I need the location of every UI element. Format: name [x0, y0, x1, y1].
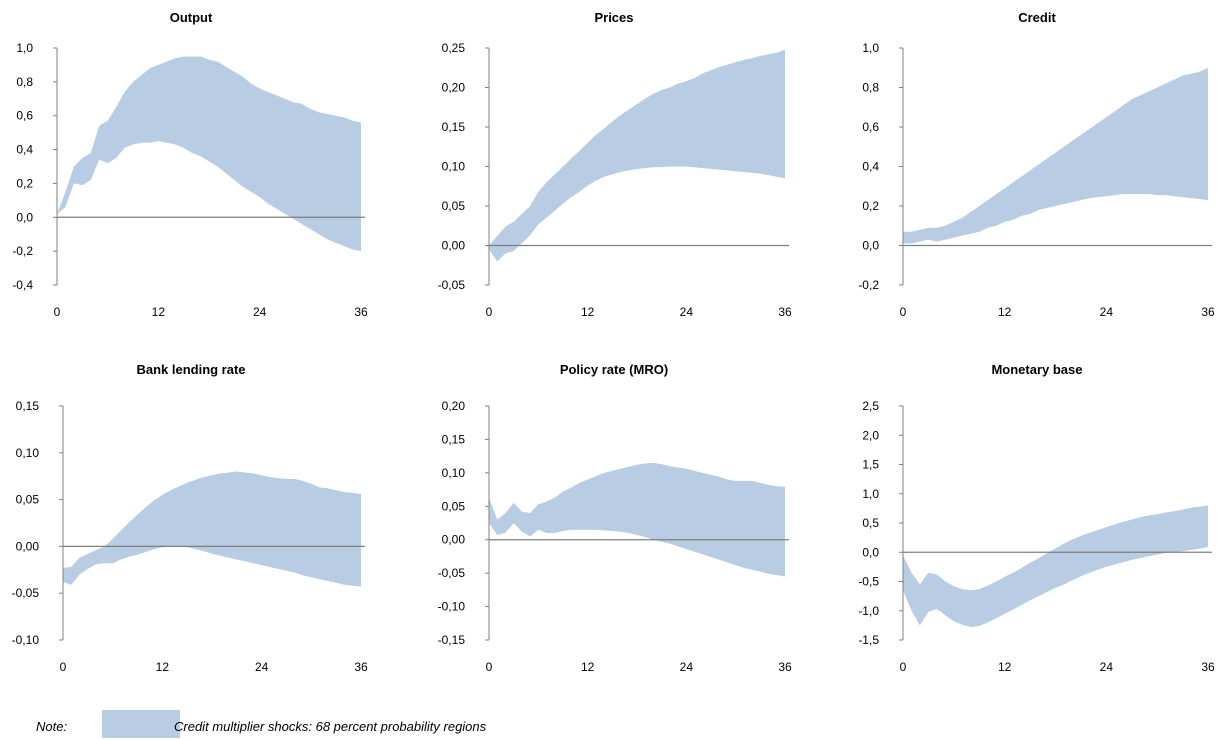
- x-tick-label: 24: [253, 305, 267, 319]
- y-tick-label: 0,15: [16, 399, 40, 413]
- x-tick-label: 36: [354, 660, 368, 674]
- chart-panel: Prices 0,25 0,20 0,15 0,10 0,05 0,00 -0,05 0 12 24…: [438, 10, 792, 319]
- y-tick-label: 0,15: [442, 432, 466, 446]
- y-tick-label: 0,4: [16, 143, 33, 157]
- x-tick-label: 24: [1100, 305, 1114, 319]
- y-tick-label: 0,4: [862, 160, 879, 174]
- y-tick-label: 0,0: [862, 239, 879, 253]
- y-tick-label: 0,05: [16, 493, 40, 507]
- y-tick-label: 1,0: [16, 41, 33, 55]
- note: Note: Credit multiplier shocks: 68 perce…: [30, 710, 730, 740]
- y-tick-label: -0,10: [12, 633, 40, 647]
- chart-title: Policy rate (MRO): [560, 362, 668, 377]
- legend-swatch: [102, 710, 180, 738]
- chart-panel: Output 1,0 0,8 0,6 0,4 0,2 0,0 -0,2 -0,4 0 12 24 36: [12, 10, 368, 319]
- y-tick-label: 0,00: [442, 239, 466, 253]
- chart-title: Credit: [1018, 10, 1056, 25]
- x-tick-label: 0: [900, 660, 907, 674]
- y-tick-label: -1,5: [858, 633, 879, 647]
- y-tick-label: 0,10: [442, 160, 466, 174]
- y-tick-label: 0,10: [442, 466, 466, 480]
- y-tick-label: -1,0: [858, 604, 879, 618]
- y-tick-label: -0,15: [438, 633, 466, 647]
- x-tick-label: 0: [900, 305, 907, 319]
- probability-band: [57, 56, 361, 252]
- y-tick-label: 0,5: [862, 516, 879, 530]
- chart-title: Prices: [594, 10, 633, 25]
- x-tick-label: 12: [998, 660, 1012, 674]
- y-tick-label: -0,4: [12, 278, 33, 292]
- chart-panel: Bank lending rate 0,15 0,10 0,05 0,00 -0,05 -0…: [12, 362, 368, 674]
- x-tick-label: 0: [54, 305, 61, 319]
- y-tick-label: 1,0: [862, 41, 879, 55]
- x-tick-label: 24: [255, 660, 269, 674]
- y-tick-label: -0,10: [438, 600, 466, 614]
- y-tick-label: 0,6: [16, 109, 33, 123]
- x-tick-label: 36: [778, 660, 792, 674]
- chart-title: Output: [170, 10, 213, 25]
- x-tick-label: 12: [581, 660, 595, 674]
- chart-panel: Policy rate (MRO) 0,20 0,15 0,10 0,05 0,00 -0,…: [438, 362, 792, 674]
- probability-band: [903, 67, 1208, 244]
- y-tick-label: 0,00: [442, 533, 466, 547]
- x-tick-label: 36: [778, 305, 792, 319]
- x-tick-label: 12: [581, 305, 595, 319]
- y-tick-label: 0,20: [442, 81, 466, 95]
- chart-panel: Credit 1,0 0,8 0,6 0,4 0,2 0,0 -0,2 0 12 24 36: [858, 10, 1215, 319]
- y-tick-label: 0,05: [442, 499, 466, 513]
- y-tick-label: -0,05: [12, 586, 40, 600]
- y-tick-label: 0,8: [16, 75, 33, 89]
- y-tick-label: 0,0: [862, 545, 879, 559]
- x-tick-label: 24: [680, 660, 694, 674]
- y-tick-label: -0,05: [438, 566, 466, 580]
- y-tick-label: 2,5: [862, 399, 879, 413]
- y-tick-label: 0,6: [862, 120, 879, 134]
- y-tick-label: 0,15: [442, 120, 466, 134]
- probability-band: [489, 49, 785, 262]
- y-tick-label: 0,10: [16, 446, 40, 460]
- probability-band: [489, 462, 785, 577]
- probability-band: [63, 471, 361, 587]
- y-tick-label: -0,5: [858, 575, 879, 589]
- y-tick-label: 1,0: [862, 487, 879, 501]
- y-tick-label: 1,5: [862, 458, 879, 472]
- chart-title: Monetary base: [991, 362, 1082, 377]
- y-tick-label: 0,0: [16, 210, 33, 224]
- y-tick-label: 0,00: [16, 539, 40, 553]
- x-tick-label: 36: [1201, 305, 1215, 319]
- chart-panel: Monetary base 2,5 2,0 1,5 1,0 0,5 0,0 -0,5 -1,0 -…: [858, 362, 1215, 674]
- x-tick-label: 36: [354, 305, 368, 319]
- note-text: Credit multiplier shocks: 68 percent pro…: [174, 719, 487, 734]
- y-tick-label: -0,05: [438, 278, 466, 292]
- x-tick-label: 36: [1201, 660, 1215, 674]
- x-tick-label: 24: [1100, 660, 1114, 674]
- x-tick-label: 0: [486, 305, 493, 319]
- x-tick-label: 0: [486, 660, 493, 674]
- y-tick-label: -0,2: [12, 244, 33, 258]
- x-tick-label: 12: [998, 305, 1012, 319]
- y-tick-label: 0,05: [442, 199, 466, 213]
- y-tick-label: 2,0: [862, 428, 879, 442]
- note-label: Note:: [36, 719, 68, 734]
- chart-title: Bank lending rate: [136, 362, 245, 377]
- y-tick-label: 0,2: [16, 176, 33, 190]
- x-tick-label: 24: [680, 305, 694, 319]
- y-tick-label: 0,2: [862, 199, 879, 213]
- x-tick-label: 12: [152, 305, 166, 319]
- x-tick-label: 0: [60, 660, 67, 674]
- y-tick-label: 0,8: [862, 81, 879, 95]
- y-tick-label: 0,20: [442, 399, 466, 413]
- probability-band: [903, 505, 1208, 628]
- y-tick-label: -0,2: [858, 278, 879, 292]
- x-tick-label: 12: [156, 660, 170, 674]
- y-tick-label: 0,25: [442, 41, 466, 55]
